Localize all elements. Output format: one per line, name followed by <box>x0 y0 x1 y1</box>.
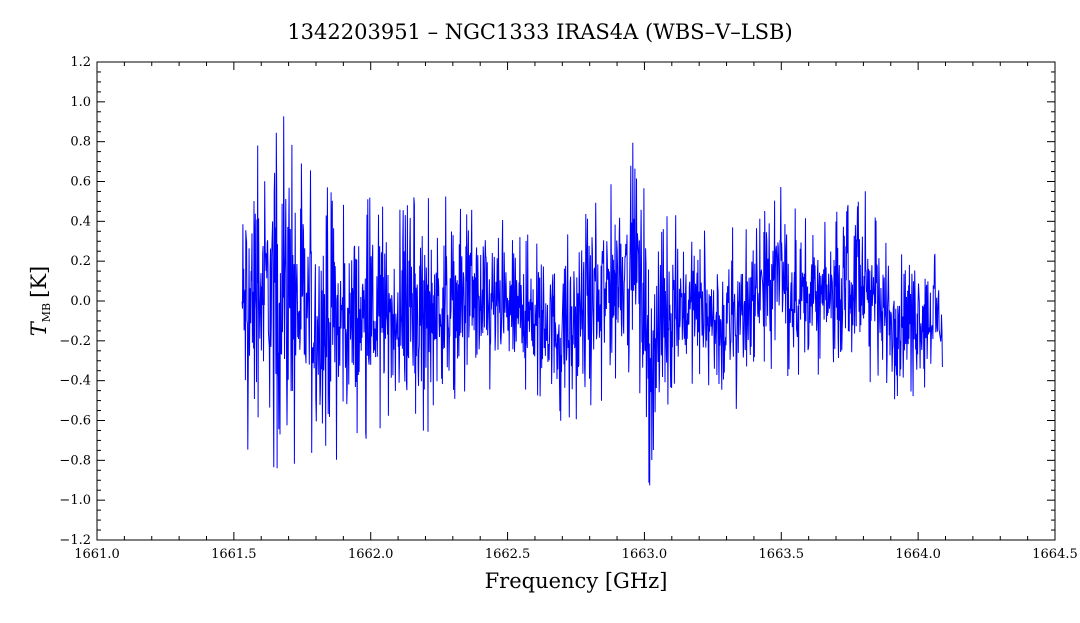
y-tick-label: −0.2 <box>59 334 91 349</box>
y-tick-label: 0.4 <box>70 214 91 229</box>
y-tick-label: 0.2 <box>70 254 91 269</box>
y-tick-label: 0.8 <box>70 135 91 150</box>
y-axis-label-unit: [K] <box>27 266 51 298</box>
x-axis-label: Frequency [GHz] <box>485 569 668 593</box>
y-tick-label: −0.8 <box>59 453 91 468</box>
axis-ticks <box>96 61 1056 541</box>
axis-tick-labels: 1661.0 1661.5 1662.0 1662.5 1663.0 1663.5 1664… <box>59 55 1077 562</box>
x-tick-label: 1664.5 <box>1032 547 1078 562</box>
x-tick-label: 1661.5 <box>211 547 257 562</box>
y-tick-label: −0.6 <box>59 414 91 429</box>
x-tick-label: 1661.0 <box>74 547 120 562</box>
y-tick-label: −0.4 <box>59 374 91 389</box>
chart-title: 1342203951 – NGC1333 IRAS4A (WBS–V–LSB) <box>287 20 792 44</box>
y-tick-label: 1.0 <box>70 95 91 110</box>
x-tick-label: 1662.5 <box>485 547 531 562</box>
y-axis-label-subscript: MB <box>40 303 53 322</box>
y-axis-label: TMB [K] <box>27 266 53 336</box>
y-tick-label: 1.2 <box>70 55 91 70</box>
x-tick-label: 1663.0 <box>622 547 668 562</box>
y-tick-label: 0.0 <box>70 294 91 309</box>
y-tick-label: 0.6 <box>70 175 91 190</box>
x-tick-label: 1664.0 <box>895 547 941 562</box>
x-tick-label: 1663.5 <box>759 547 805 562</box>
spectrum-series-line <box>241 116 944 486</box>
x-tick-label: 1662.0 <box>348 547 394 562</box>
y-tick-label: −1.2 <box>59 533 91 548</box>
y-tick-label: −1.0 <box>59 493 91 508</box>
y-axis-label-main: T <box>27 320 51 336</box>
